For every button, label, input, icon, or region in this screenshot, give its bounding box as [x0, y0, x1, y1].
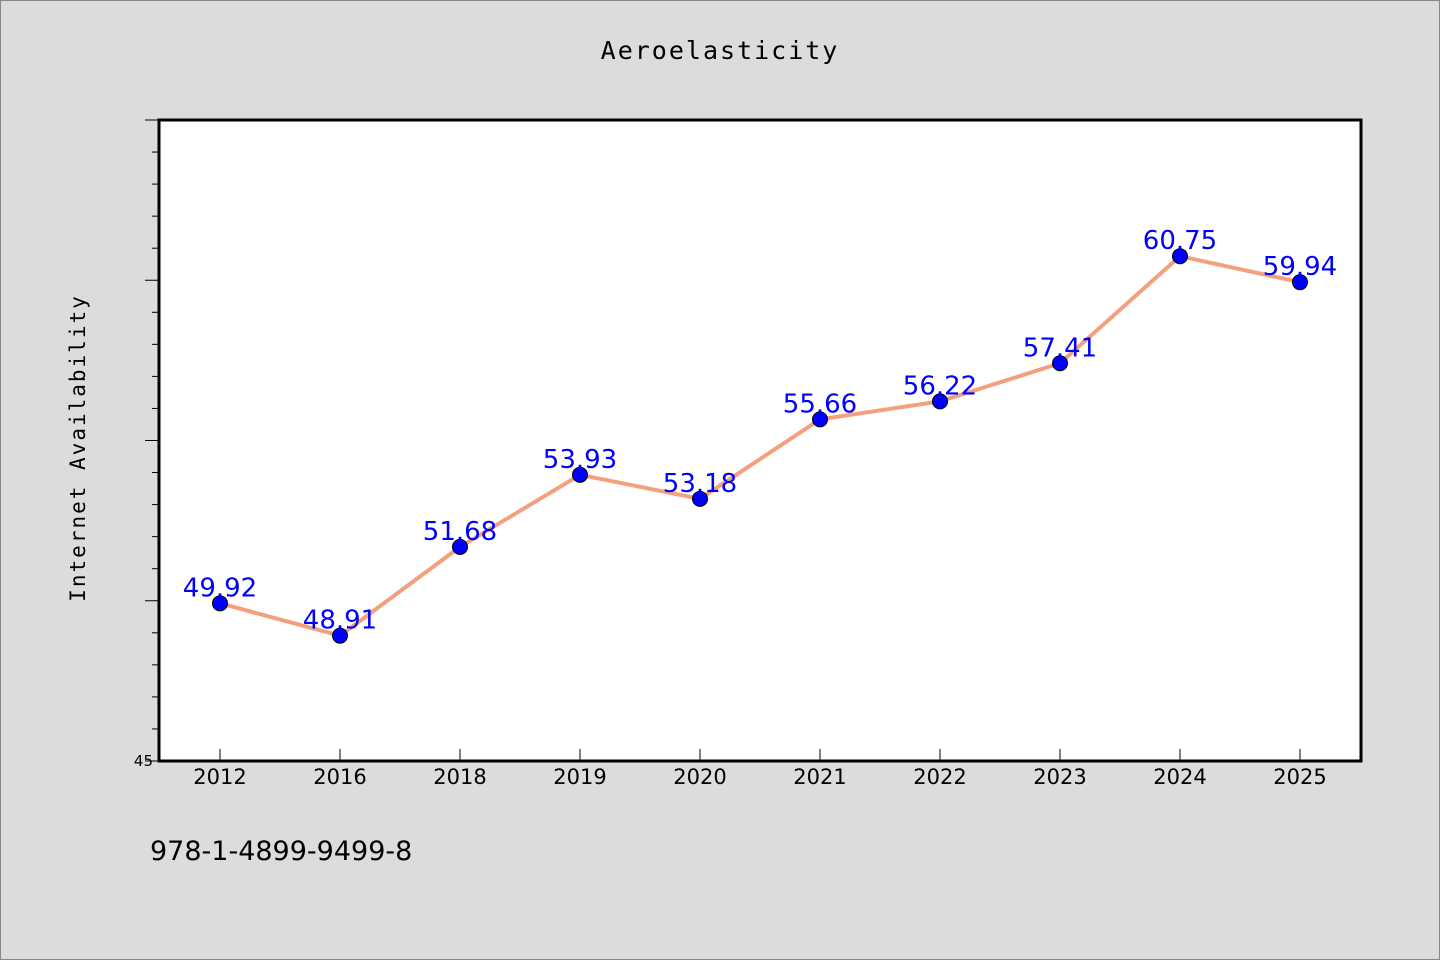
series-line [219, 254, 1301, 638]
x-tick-label: 2020 [673, 765, 726, 789]
data-label: 53.18 [663, 469, 737, 499]
data-point [1052, 355, 1068, 372]
data-point [692, 490, 708, 507]
data-point [1172, 248, 1188, 265]
x-tick-label: 2016 [313, 765, 366, 789]
x-tick-label: 2019 [553, 765, 606, 789]
data-point [932, 393, 948, 410]
data-point [212, 595, 228, 612]
isbn-code: 978-1-4899-9499-8 [150, 836, 413, 867]
data-point [332, 627, 348, 644]
data-label: 51.68 [423, 517, 497, 547]
y-ticks: 45 [134, 119, 159, 770]
data-label: 56.22 [903, 371, 977, 401]
y-tick-label: 45 [134, 752, 153, 770]
chart-title: Aeroelasticity [600, 36, 840, 65]
x-tick-label: 2023 [1033, 765, 1086, 789]
x-tick-label: 2025 [1273, 765, 1326, 789]
x-tick-label: 2024 [1153, 765, 1206, 789]
data-label: 49.92 [183, 573, 257, 603]
plot-area [157, 118, 1363, 763]
x-tick-label: 2012 [193, 765, 246, 789]
data-point [452, 538, 468, 555]
data-point [812, 411, 828, 428]
data-label: 55.66 [783, 389, 857, 419]
data-points [212, 248, 1308, 644]
x-ticks: 2012 2016 2018 2019 2020 2021 2022 2023 2024 2025 [193, 749, 1327, 789]
data-label: 53.93 [543, 445, 617, 475]
x-tick-label: 2022 [913, 765, 966, 789]
data-label: 60.75 [1143, 226, 1217, 256]
data-point [1292, 274, 1308, 291]
data-labels: 49.92 48.91 51.68 53.93 53.18 55.66 56.22 57.41… [183, 226, 1337, 635]
data-label: 57.41 [1023, 333, 1097, 363]
data-point [572, 466, 588, 483]
data-label: 59.94 [1263, 252, 1337, 282]
x-tick-label: 2021 [793, 765, 846, 789]
data-label: 48.91 [303, 606, 377, 636]
x-tick-label: 2018 [433, 765, 486, 789]
